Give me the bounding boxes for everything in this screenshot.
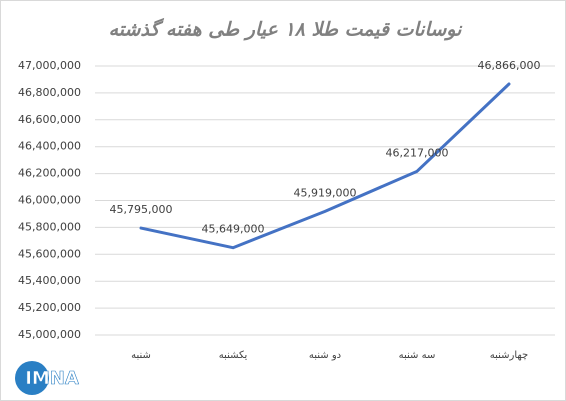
- y-tick-label: 47,000,000: [18, 59, 81, 72]
- logo-text: IMNA: [25, 368, 79, 389]
- y-tick-label: 46,000,000: [18, 194, 81, 207]
- x-tick-label: سه شنبه: [399, 350, 436, 361]
- y-tick-label: 46,200,000: [18, 167, 81, 180]
- y-tick-label: 45,000,000: [18, 328, 81, 341]
- y-tick-label: 45,200,000: [18, 301, 81, 314]
- x-tick-label: چهارشنبه: [490, 350, 528, 361]
- y-tick-label: 46,800,000: [18, 86, 81, 99]
- logo-circle: [15, 361, 49, 395]
- chart-title: نوسانات قیمت طلا ۱۸ عیار طی هفته گذشته: [109, 18, 464, 41]
- logo: IMNA: [15, 361, 79, 395]
- data-label: 46,866,000: [478, 59, 541, 72]
- data-label: 45,919,000: [294, 186, 357, 199]
- data-label: 45,649,000: [202, 223, 265, 236]
- x-tick-label: شنبه: [131, 350, 151, 361]
- data-line: [139, 82, 511, 250]
- y-tick-label: 46,400,000: [18, 140, 81, 153]
- x-tick-label: یکشنبه: [219, 350, 248, 361]
- data-label: 45,795,000: [110, 203, 173, 216]
- y-tick-label: 45,600,000: [18, 247, 81, 260]
- y-tick-label: 45,800,000: [18, 220, 81, 233]
- data-label: 46,217,000: [386, 146, 449, 159]
- y-tick-label: 46,600,000: [18, 113, 81, 126]
- y-tick-label: 45,400,000: [18, 274, 81, 287]
- x-tick-label: دو شنبه: [309, 350, 341, 361]
